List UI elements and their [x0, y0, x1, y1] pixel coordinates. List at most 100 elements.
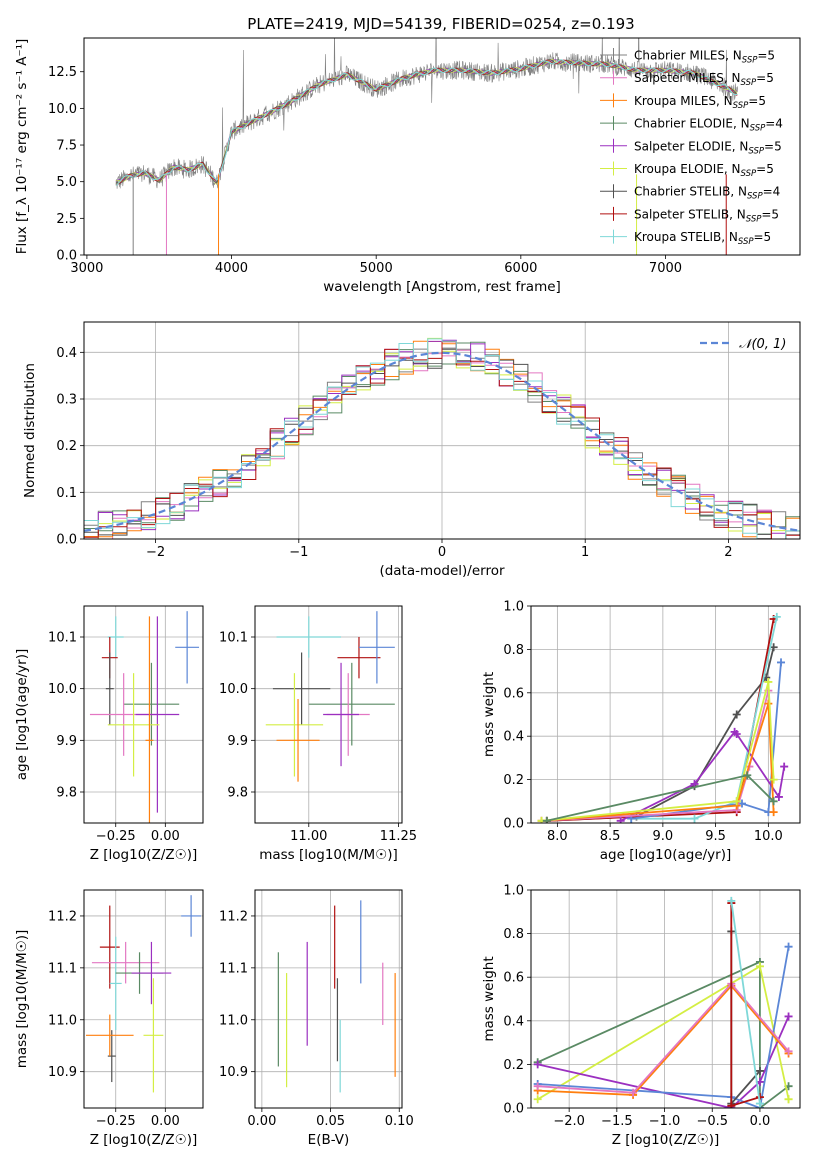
weight-marker [533, 1082, 542, 1091]
y-tick-label: 10.0 [219, 682, 248, 697]
weight-marker [769, 797, 778, 806]
axes-frame [530, 605, 801, 824]
y-tick-label: 10.9 [219, 1065, 248, 1080]
y-tick-label: 10.9 [48, 1065, 77, 1080]
x-axis-label: Z [log10(Z/Z☉)] [90, 1132, 198, 1148]
x-tick-label: 3000 [70, 261, 103, 276]
errorbar-point [105, 652, 114, 725]
weight-marker [772, 612, 781, 621]
y-axis-label: mass [log10(M/M☉)] [14, 930, 30, 1069]
weight-line [537, 984, 790, 1096]
axes-age_vs_Z: −0.25 0.00 9.8 9.9 10.0 10.1 Z [log10(Z/Z☉)] ag… [14, 606, 203, 863]
errorbar-point [337, 637, 381, 679]
y-axis-label: Normed distribution [22, 363, 38, 498]
weight-line [541, 703, 775, 822]
x-axis-label: mass [log10(M/M☉)] [259, 847, 398, 863]
x-tick-label: 8.5 [600, 829, 621, 844]
y-tick-label: 12.5 [48, 65, 77, 80]
weight-series [537, 677, 778, 823]
legend-label: Chabrier ELODIE, NSSP=4 [634, 117, 783, 134]
y-axis-label: mass weight [481, 956, 497, 1041]
x-tick-label: 2 [724, 545, 732, 560]
weight-line [730, 900, 761, 1104]
y-tick-label: 11.2 [219, 909, 248, 924]
x-tick-label: −2 [146, 545, 165, 560]
legend-label: Kroupa MILES, NSSP=5 [634, 94, 766, 111]
x-axis-label: E(B-V) [308, 1132, 350, 1148]
weight-series [727, 896, 764, 1108]
weight-line [537, 1016, 790, 1108]
weight-marker [764, 677, 773, 686]
weight-marker [732, 797, 741, 806]
axes-frame [83, 605, 204, 824]
errorbar-point [175, 611, 200, 684]
weight-line [541, 681, 775, 822]
y-tick-label: 0.0 [56, 533, 77, 548]
axes-frame [83, 37, 801, 256]
weight-marker [755, 962, 764, 971]
errorbar-point [135, 616, 180, 813]
weight-marker [784, 1047, 793, 1056]
errorbar-plot [85, 895, 202, 1093]
x-tick-label: −0.25 [96, 1114, 136, 1129]
weight-series [542, 771, 778, 823]
errorbar-point [308, 662, 395, 746]
y-tick-label: 0.2 [503, 1058, 524, 1073]
spectrum-legend: Chabrier MILES, NSSP=5 Salpeter MILES, NS… [600, 48, 783, 247]
y-tick-label: 11.1 [48, 961, 77, 976]
y-tick-label: 0.2 [56, 439, 77, 454]
errorbar-point [272, 652, 331, 725]
y-tick-label: 0.0 [503, 817, 524, 832]
y-tick-label: 9.8 [56, 786, 77, 801]
errorbar-point [91, 941, 160, 984]
gaussian-curve [84, 351, 800, 532]
y-tick-label: 9.9 [56, 734, 77, 749]
y-tick-label: 0.2 [503, 773, 524, 788]
x-tick-label: 0.00 [247, 1114, 276, 1129]
x-axis-label: age [log10(age/yr)] [600, 847, 732, 863]
x-tick-label: 6000 [504, 261, 537, 276]
x-tick-label: 11.00 [290, 829, 327, 844]
y-tick-label: 11.1 [219, 961, 248, 976]
weight-marker [743, 771, 752, 780]
y-tick-label: 0.0 [56, 249, 77, 264]
axes-frame [254, 605, 403, 824]
x-tick-label: 0.00 [151, 829, 180, 844]
axes-mass_vs_Z: −0.25 0.00 10.9 11.0 11.1 11.2 Z [log10(Z/Z☉)]… [14, 890, 203, 1148]
legend-label: Kroupa ELODIE, NSSP=5 [634, 162, 774, 179]
y-tick-label: 5.0 [56, 175, 77, 190]
errorbar-plot [277, 900, 396, 1093]
y-axis-label: age [log10(age/yr)] [14, 649, 30, 781]
x-tick-label: −2.0 [553, 1114, 585, 1129]
errorbar-point [107, 1030, 116, 1083]
x-tick-label: −1.5 [601, 1114, 633, 1129]
errorbar-point [107, 673, 160, 777]
errorbar-point [181, 895, 202, 937]
weight-marker [727, 1101, 736, 1108]
spectrum-plot [115, 38, 738, 255]
normed-legend: 𝒩(0, 1) [700, 337, 786, 352]
weight-plot [533, 896, 793, 1108]
legend-label: Salpeter ELODIE, NSSP=5 [634, 139, 782, 156]
x-tick-label: 1 [581, 545, 589, 560]
weight-marker [690, 814, 699, 823]
weight-line [541, 690, 770, 822]
errorbar-plot [265, 611, 395, 782]
legend-label: Salpeter STELIB, NSSP=5 [634, 207, 779, 224]
weight-marker [784, 942, 793, 951]
x-tick-label: −1.0 [649, 1114, 681, 1129]
weight-marker [533, 1095, 542, 1104]
weight-series [537, 699, 778, 823]
weight-marker [755, 1066, 764, 1075]
y-tick-label: 0.8 [503, 927, 524, 942]
y-axis-label: mass weight [481, 672, 497, 757]
weight-marker [542, 816, 551, 823]
histogram-plot [84, 337, 800, 539]
x-axis-label: Z [log10(Z/Z☉)] [612, 1132, 720, 1148]
y-tick-label: 0.4 [503, 1014, 524, 1029]
weight-marker [784, 1012, 793, 1021]
errorbar-point [323, 662, 359, 767]
y-tick-label: 0.6 [503, 971, 524, 986]
legend-label: 𝒩(0, 1) [739, 337, 786, 352]
